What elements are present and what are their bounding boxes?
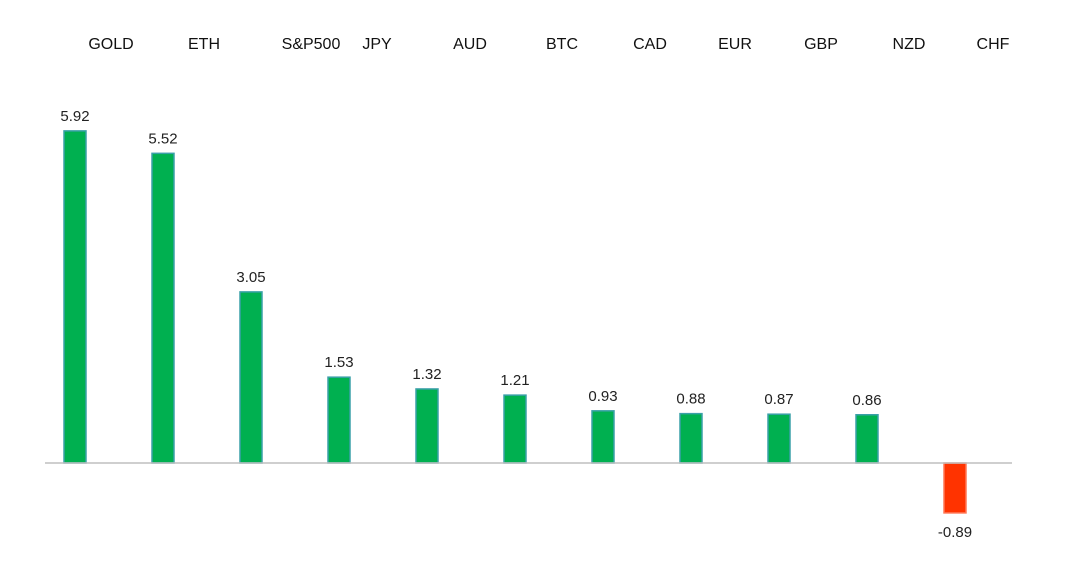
- value-label-aud: 1.32: [412, 366, 441, 383]
- value-label-nzd: 0.86: [852, 392, 881, 409]
- value-label-btc: 1.21: [500, 372, 529, 389]
- value-label-chf: -0.89: [938, 524, 972, 541]
- category-label-eth: ETH: [188, 36, 220, 53]
- value-label-jpy: 1.53: [324, 354, 353, 371]
- category-label-chf: CHF: [977, 36, 1010, 53]
- category-label-s-p500: S&P500: [282, 36, 341, 53]
- value-labels-group: 5.92 5.52 3.05 1.53 1.32 1.21 0.93 0.88 0.87 0.86…: [60, 108, 972, 541]
- category-label-gold: GOLD: [88, 36, 133, 53]
- bar-eur: [679, 412, 703, 464]
- bar-gbp: [767, 413, 791, 464]
- bar-s-p500: [239, 291, 263, 464]
- value-label-gold: 5.92: [60, 108, 89, 125]
- value-label-eur: 0.88: [676, 391, 705, 408]
- bar-aud: [415, 388, 439, 464]
- value-label-gbp: 0.87: [764, 391, 793, 408]
- category-label-jpy: JPY: [362, 36, 392, 53]
- category-label-aud: AUD: [453, 36, 487, 53]
- category-label-gbp: GBP: [804, 36, 838, 53]
- bar-chf: [943, 462, 967, 514]
- category-label-cad: CAD: [633, 36, 667, 53]
- bars-group: [63, 130, 967, 514]
- category-label-btc: BTC: [546, 36, 578, 53]
- bar-cad: [591, 410, 615, 464]
- bar-nzd: [855, 414, 879, 464]
- value-label-cad: 0.93: [588, 388, 617, 405]
- category-labels-group: GOLD ETH S&P500 JPY AUD BTC CAD EUR GBP NZD CHF: [88, 36, 1009, 53]
- bar-jpy: [327, 376, 351, 464]
- category-label-nzd: NZD: [893, 36, 926, 53]
- bar-btc: [503, 394, 527, 464]
- value-label-s-p500: 3.05: [236, 269, 265, 286]
- bar-gold: [63, 130, 87, 464]
- bar-eth: [151, 152, 175, 464]
- category-label-eur: EUR: [718, 36, 752, 53]
- value-label-eth: 5.52: [148, 130, 177, 147]
